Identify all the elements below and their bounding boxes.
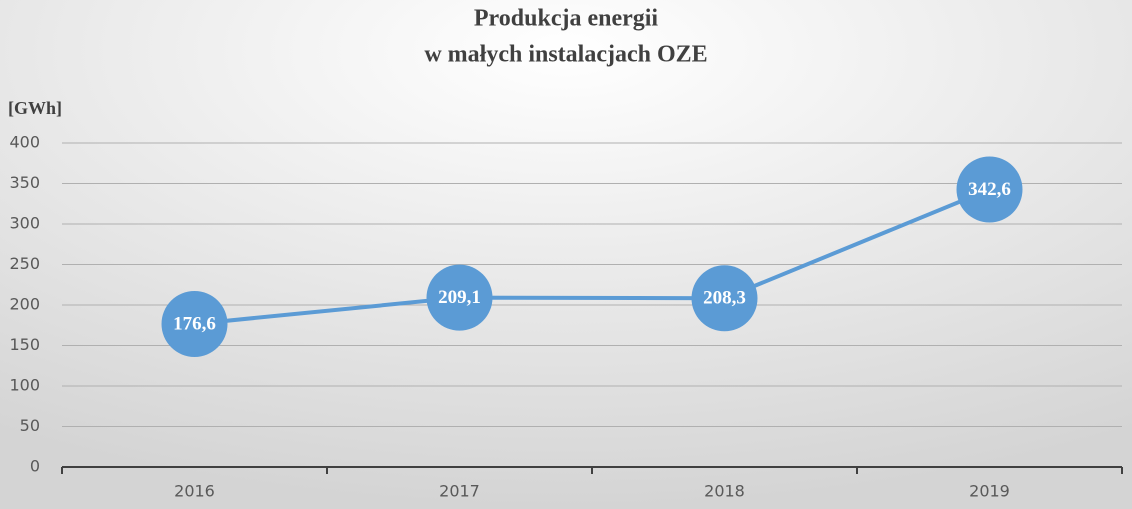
y-tick-label: 150 bbox=[9, 335, 40, 354]
value-label: 176,6 bbox=[173, 313, 216, 334]
y-tick-label: 350 bbox=[9, 173, 40, 192]
y-tick-label: 250 bbox=[9, 254, 40, 273]
x-tick-label: 2018 bbox=[704, 482, 745, 501]
chart-title: w małych instalacjach OZE bbox=[424, 42, 707, 68]
marker bbox=[691, 265, 758, 332]
line bbox=[194, 187, 991, 326]
y-tick-label: 400 bbox=[9, 133, 40, 152]
value-label: 342,6 bbox=[968, 179, 1011, 200]
y-tick-label: 300 bbox=[9, 214, 40, 233]
y-tick-label: 100 bbox=[9, 376, 40, 395]
chart-title: Produkcja energii bbox=[474, 6, 659, 32]
marker bbox=[161, 290, 228, 357]
y-axis-label: [GWh] bbox=[8, 98, 62, 118]
x-tick-label: 2019 bbox=[969, 482, 1010, 501]
y-tick-label: 0 bbox=[30, 457, 40, 476]
marker bbox=[956, 156, 1023, 223]
y-tick-label: 50 bbox=[20, 416, 40, 435]
value-label: 209,1 bbox=[438, 287, 481, 308]
x-tick-label: 2017 bbox=[439, 482, 480, 501]
marker bbox=[426, 264, 493, 331]
value-label: 208,3 bbox=[703, 288, 746, 309]
x-tick-label: 2016 bbox=[174, 482, 215, 501]
y-tick-label: 200 bbox=[9, 295, 40, 314]
